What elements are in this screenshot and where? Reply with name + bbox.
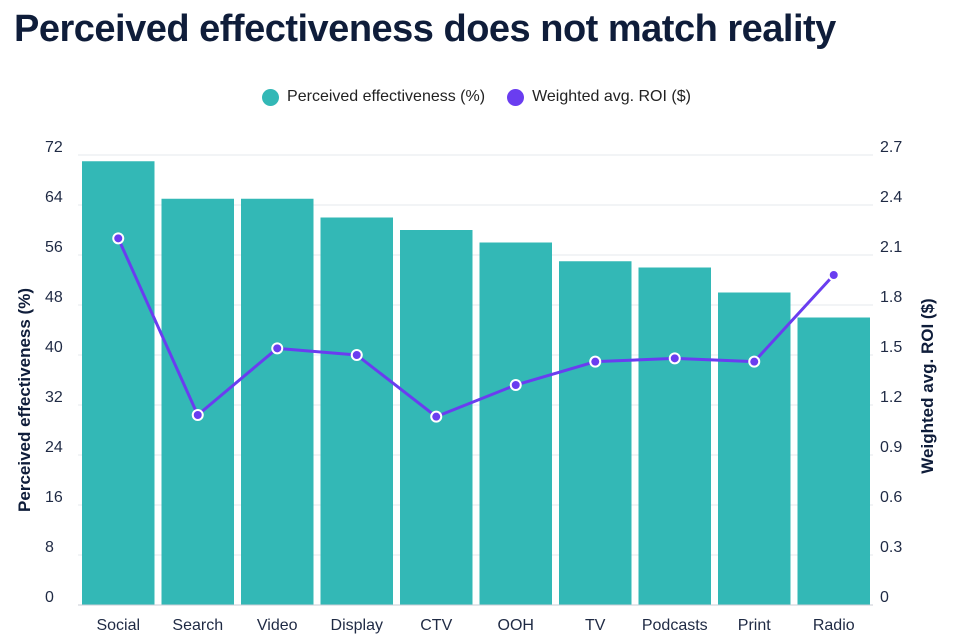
roi-point <box>748 355 761 368</box>
y2-tick-label: 0.6 <box>880 489 902 506</box>
legend-swatch-roi <box>507 88 525 106</box>
bar <box>718 292 791 605</box>
roi-point <box>112 232 125 245</box>
legend-label-perceived: Perceived effectiveness (%) <box>287 88 486 105</box>
x-tick-label: Video <box>257 617 298 634</box>
roi-point <box>827 269 840 281</box>
roi-point <box>589 355 602 368</box>
bar <box>241 198 314 605</box>
y-tick-label: 40 <box>45 339 63 356</box>
roi-line <box>116 237 835 419</box>
y2-tick-label: 2.4 <box>880 189 902 206</box>
y2-tick-label: 0.3 <box>880 539 902 556</box>
bar <box>479 242 552 605</box>
x-tick-label: Print <box>738 617 771 634</box>
legend: Perceived effectiveness (%) Weighted avg… <box>0 88 953 106</box>
bar <box>82 161 155 605</box>
x-tick-label: OOH <box>498 617 534 634</box>
roi-point <box>509 379 522 391</box>
y-axis-title: Perceived effectiveness (%) <box>15 288 34 512</box>
y2-tick-label: 0 <box>880 589 889 606</box>
roi-point <box>271 342 284 355</box>
x-tick-label: Search <box>172 617 223 634</box>
y-tick-label: 48 <box>45 289 63 306</box>
y2-axis-title: Weighted avg. ROI ($) <box>918 298 937 473</box>
roi-point <box>350 349 363 361</box>
y-tick-label: 24 <box>45 439 63 456</box>
x-tick-label: Radio <box>813 617 855 634</box>
x-tick-label: CTV <box>420 617 452 634</box>
y2-tick-label: 2.1 <box>880 239 902 256</box>
x-tick-label: Display <box>331 617 383 634</box>
x-tick-label: TV <box>585 617 606 634</box>
x-tick-label: Social <box>96 617 140 634</box>
bar <box>320 217 393 605</box>
legend-label-roi: Weighted avg. ROI ($) <box>532 88 691 105</box>
y2-tick-label: 0.9 <box>880 439 902 456</box>
bar <box>797 317 870 605</box>
y-tick-label: 32 <box>45 389 63 406</box>
bar <box>559 261 632 605</box>
y-tick-label: 8 <box>45 539 54 556</box>
roi-point <box>191 409 204 421</box>
y-tick-label: 0 <box>45 589 54 606</box>
roi-point <box>430 410 443 423</box>
legend-item-roi[interactable]: Weighted avg. ROI ($) <box>507 88 691 106</box>
y2-tick-label: 1.8 <box>880 289 902 306</box>
x-tick-label: Podcasts <box>642 617 708 634</box>
y-tick-label: 64 <box>45 189 63 206</box>
legend-swatch-perceived <box>262 88 280 106</box>
y2-tick-label: 1.5 <box>880 339 902 356</box>
roi-point <box>668 352 681 365</box>
y2-tick-label: 2.7 <box>880 139 902 156</box>
legend-item-perceived[interactable]: Perceived effectiveness (%) <box>262 88 485 106</box>
y2-tick-label: 1.2 <box>880 389 902 406</box>
bar <box>638 267 711 605</box>
y-tick-label: 56 <box>45 239 63 256</box>
y-tick-label: 16 <box>45 489 63 506</box>
chart-title: Perceived effectiveness does not match r… <box>14 8 836 50</box>
y-tick-label: 72 <box>45 139 63 156</box>
bar <box>161 198 234 605</box>
